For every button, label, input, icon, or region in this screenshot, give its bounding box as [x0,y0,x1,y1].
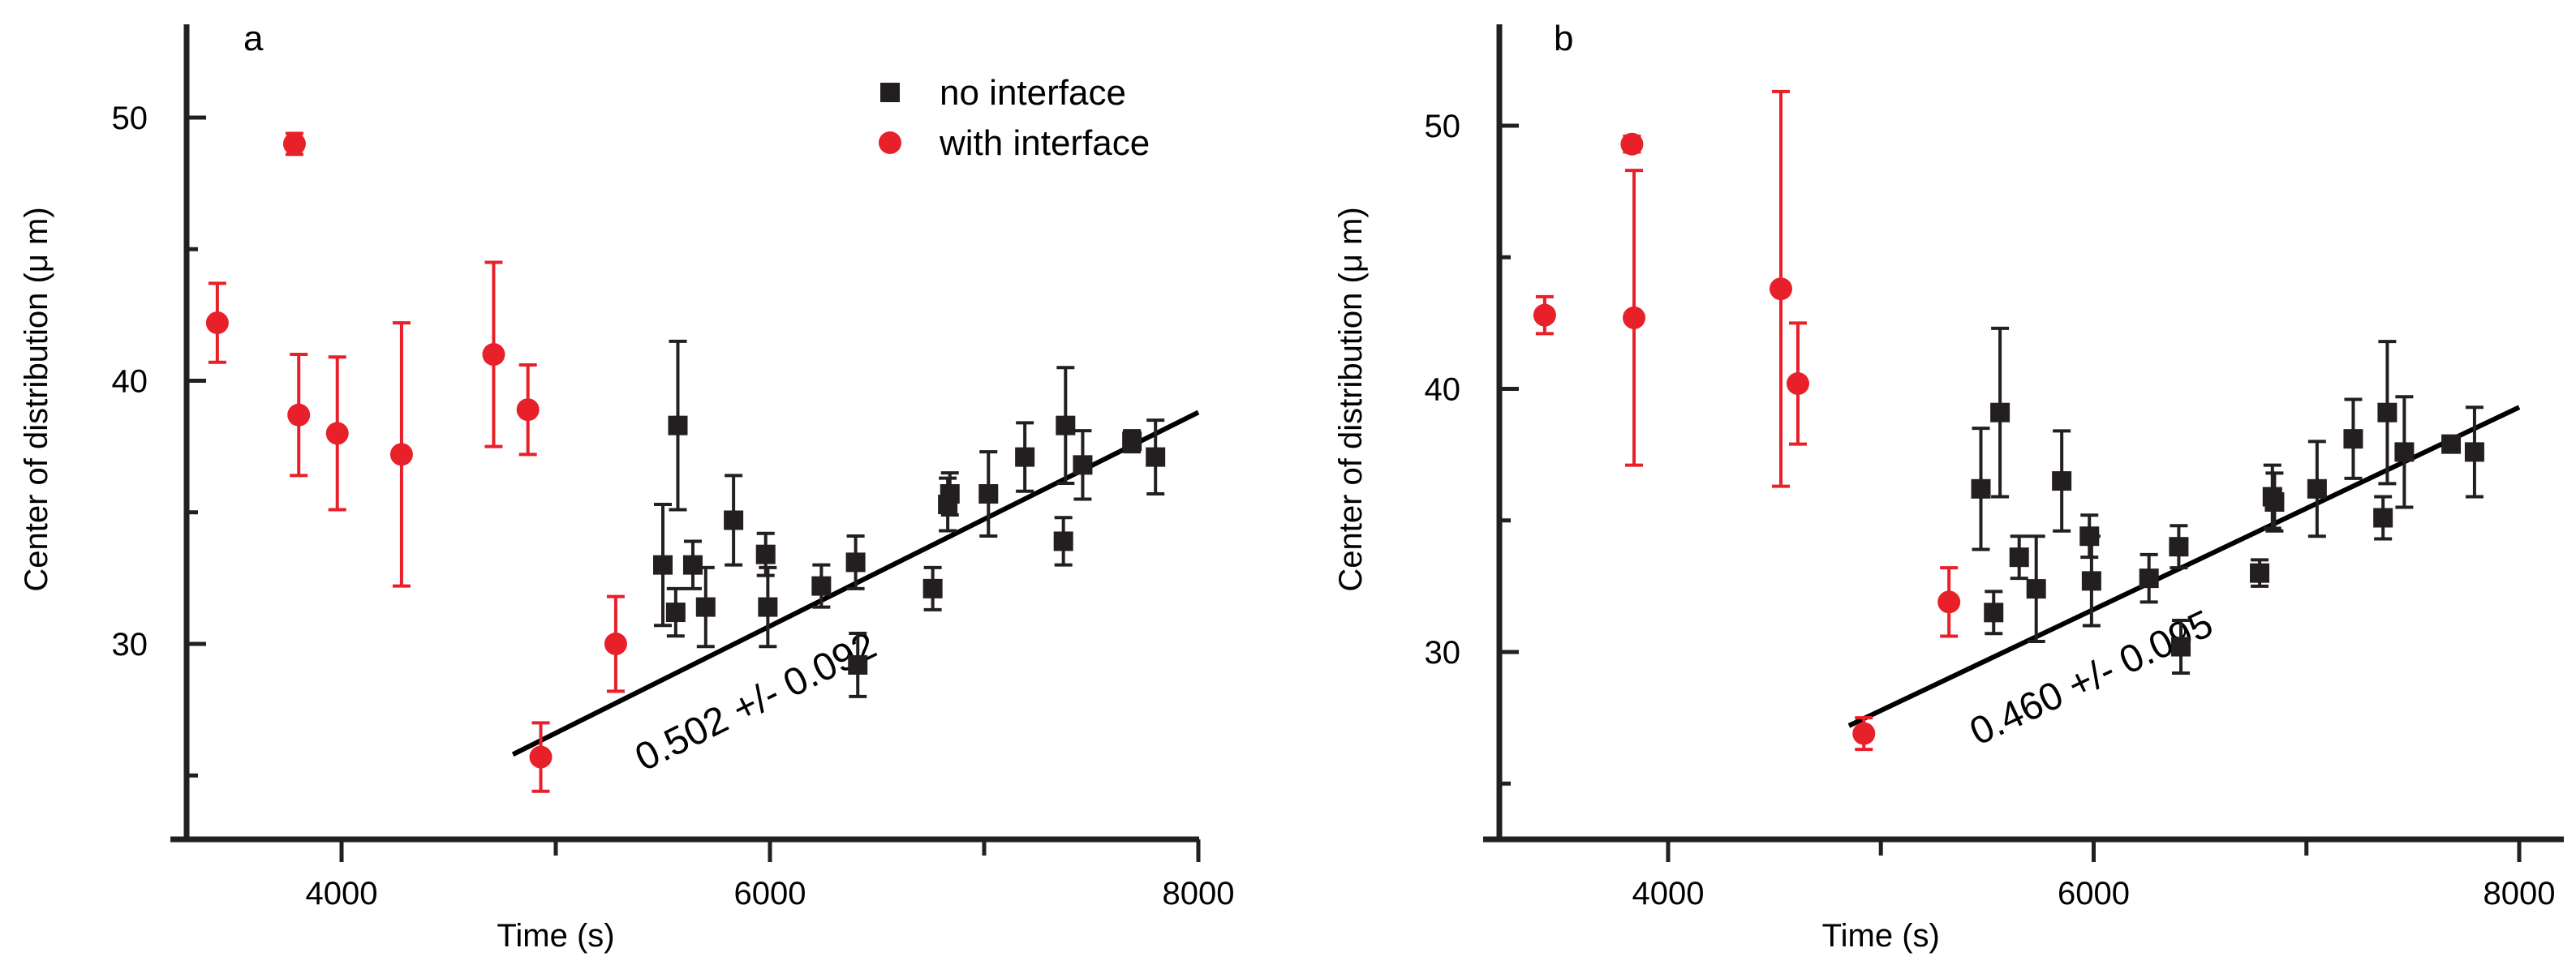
data-point-square [1073,455,1093,475]
data-point-square [682,555,703,575]
x-tick-label: 4000 [1632,876,1705,912]
y-tick-label: 50 [112,101,148,136]
y-tick-label: 50 [1425,109,1461,144]
data-point-circle [482,343,505,367]
data-point-circle [604,633,627,655]
data-point-square [2139,568,2159,589]
y-axis-title: Center of distribution (μ m) [19,207,54,591]
data-point-square [755,544,776,564]
data-point-square [1122,431,1142,452]
y-axis-title: Center of distribution (μ m) [1333,207,1369,591]
legend-label: with interface [939,123,1150,163]
data-point-square [2373,508,2393,528]
x-axis-title: Time (s) [497,918,614,954]
x-tick-label: 4000 [306,876,378,912]
data-point-square [2394,442,2415,462]
y-tick-label: 30 [1425,635,1461,671]
legend: no interface with interface [879,73,1150,163]
panel-label: b [1554,19,1573,58]
data-point-square [2377,402,2398,423]
data-point-circle [1620,132,1644,156]
data-point-square [1056,415,1076,435]
data-point-square [724,510,744,530]
data-point-square [1146,447,1166,467]
data-point-square [1971,478,1991,499]
data-point-square [2264,492,2285,513]
data-point-square [695,597,716,617]
series-no-interface [1971,326,2484,675]
series-no-interface [653,339,1166,698]
data-point-square [940,484,960,504]
data-point-square [2171,637,2191,657]
legend-marker-circle [879,131,901,154]
panel-label: a [243,19,264,58]
data-point-square [811,576,832,596]
data-point-square [2052,471,2072,491]
data-point-circle [516,398,540,422]
data-point-square [1015,447,1035,467]
y-tick-label: 30 [112,627,148,663]
data-point-square [922,578,943,598]
x-tick-label: 6000 [734,876,806,912]
data-point-square [2464,442,2484,462]
data-point-square [2026,579,2046,599]
data-point-circle [325,422,349,445]
data-point-square [2081,571,2101,591]
legend-label: no interface [940,73,1126,113]
data-point-circle [1852,722,1876,745]
data-point-square [2343,429,2363,449]
data-point-square [758,597,778,617]
x-tick-label: 6000 [2058,876,2130,912]
data-point-square [845,552,866,573]
data-point-square [1984,603,2004,623]
data-point-circle [389,443,413,466]
data-point-circle [1769,277,1792,301]
data-point-square [668,415,688,435]
x-axis-title: Time (s) [1822,918,1940,954]
data-point-square [2307,478,2327,499]
data-point-square [2250,563,2270,583]
data-point-circle [1533,303,1556,327]
data-point-square [2009,547,2029,568]
panel-b: 30 40 50 4000 6000 8000 Time (s) Center of dist… [1333,19,2564,954]
x-tick-label: 8000 [1163,876,1235,912]
data-point-square [665,603,686,623]
data-point-circle [205,311,229,335]
data-point-circle [287,403,311,427]
data-point-square [2169,537,2189,557]
y-tick-label: 40 [112,364,148,400]
data-point-square [2441,434,2462,454]
data-point-square [848,654,868,675]
data-point-circle [529,745,553,769]
panel-a: 30 40 50 4000 6000 8000 Time (s) Center of dist… [19,19,1234,954]
data-point-square [1990,402,2010,423]
data-point-square [978,484,999,504]
fit-slope-label: 0.502 +/- 0.092 [629,624,884,779]
data-point-circle [1623,306,1646,329]
data-point-circle [282,132,306,156]
data-point-circle [1786,372,1809,396]
legend-marker-square [880,83,900,102]
data-point-square [1053,531,1073,551]
series-with-interface [205,131,627,793]
series-with-interface [1533,89,1961,752]
y-tick-label: 40 [1425,372,1461,408]
x-tick-label: 8000 [2484,876,2556,912]
data-point-square [653,555,673,575]
data-point-circle [1937,590,1961,614]
